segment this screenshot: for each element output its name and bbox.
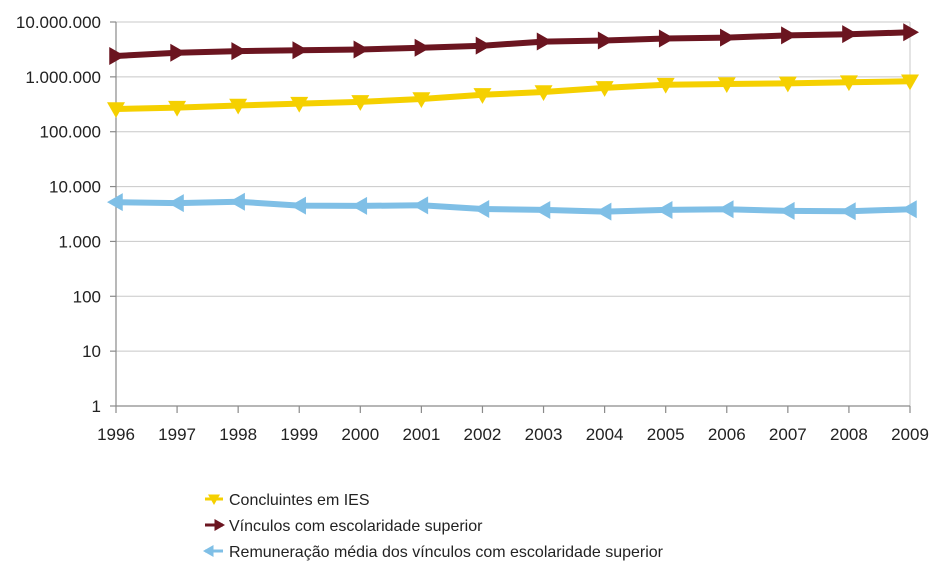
legend-item: Remuneração média dos vínculos com escol…: [203, 544, 664, 561]
data-point: [778, 76, 797, 93]
data-point: [717, 77, 736, 94]
x-tick-label: 2009: [891, 425, 929, 444]
data-point: [839, 202, 856, 221]
x-tick-label: 2005: [647, 425, 685, 444]
legend-marker-swatch: [214, 519, 225, 531]
data-point: [229, 98, 248, 115]
x-tick-label: 2007: [769, 425, 807, 444]
x-tick-label: 2006: [708, 425, 746, 444]
data-point: [534, 85, 553, 101]
legend-label: Concluintes em IES: [229, 492, 370, 509]
data-point: [534, 200, 551, 219]
series-group: [107, 74, 919, 118]
axis-layer: 1 10 100 1.000 10.000 100.000 1.000.000 10.000.…: [16, 13, 929, 444]
data-point: [778, 201, 795, 220]
y-tick-label: 100.000: [40, 123, 101, 142]
legend: Concluintes em IES Vínculos com escolarid…: [203, 492, 664, 561]
x-tick-label: 1997: [158, 425, 196, 444]
legend-marker-swatch: [203, 545, 214, 557]
data-point: [903, 23, 919, 42]
data-point: [658, 29, 675, 48]
data-point: [781, 26, 797, 45]
data-point: [231, 42, 248, 61]
data-point: [168, 194, 184, 213]
x-tick-label: 1996: [97, 425, 135, 444]
x-tick-label: 2008: [830, 425, 868, 444]
data-point: [353, 40, 370, 59]
data-point: [473, 88, 492, 104]
y-tick-label: 100: [73, 287, 101, 306]
y-tick-label: 1.000: [58, 232, 101, 251]
data-point: [536, 32, 553, 51]
grid-layer: [116, 21, 911, 407]
x-tick-label: 2003: [525, 425, 563, 444]
data-point: [839, 75, 858, 92]
legend-item: Vínculos com escolaridade superior: [205, 518, 483, 535]
series-layer: [107, 23, 919, 221]
x-tick-label: 2001: [402, 425, 440, 444]
data-point: [290, 96, 309, 113]
series-group: [109, 23, 919, 65]
data-point: [595, 81, 614, 97]
legend-label: Remuneração média dos vínculos com escol…: [229, 544, 664, 561]
data-point: [351, 196, 368, 215]
y-tick-label: 1.000.000: [25, 68, 101, 87]
data-point: [168, 100, 187, 117]
data-point: [170, 43, 187, 62]
data-point: [656, 200, 673, 219]
y-tick-label: 10: [82, 342, 101, 361]
data-point: [351, 95, 370, 111]
series-line: [115, 29, 911, 59]
x-tick-label: 2004: [586, 425, 624, 444]
y-tick-label: 10.000.000: [16, 13, 101, 32]
x-tick-label: 2002: [464, 425, 502, 444]
data-point: [107, 102, 125, 118]
data-point: [414, 38, 431, 57]
data-point: [107, 193, 123, 212]
legend-item: Concluintes em IES: [205, 492, 370, 509]
series-line: [115, 198, 911, 215]
x-tick-label: 2000: [341, 425, 379, 444]
y-tick-label: 1: [92, 397, 101, 416]
series-group: [107, 192, 917, 221]
data-point: [656, 77, 675, 94]
data-point: [475, 36, 492, 55]
legend-label: Vínculos com escolaridade superior: [229, 518, 483, 535]
x-tick-label: 1998: [219, 425, 257, 444]
data-point: [412, 196, 429, 215]
data-point: [597, 31, 614, 50]
data-point: [473, 200, 490, 219]
x-tick-label: 1999: [280, 425, 318, 444]
data-point: [720, 28, 736, 47]
data-point: [412, 92, 431, 108]
data-point: [901, 74, 919, 91]
data-point: [595, 202, 612, 221]
y-tick-label: 10.000: [49, 178, 101, 197]
data-point: [292, 41, 309, 60]
data-point: [109, 46, 125, 65]
data-point: [229, 192, 245, 211]
data-point: [717, 200, 734, 219]
data-point: [842, 25, 858, 44]
series-line: [115, 78, 911, 112]
legend-marker-swatch: [208, 494, 220, 505]
data-point: [290, 196, 306, 215]
data-point: [901, 200, 917, 219]
